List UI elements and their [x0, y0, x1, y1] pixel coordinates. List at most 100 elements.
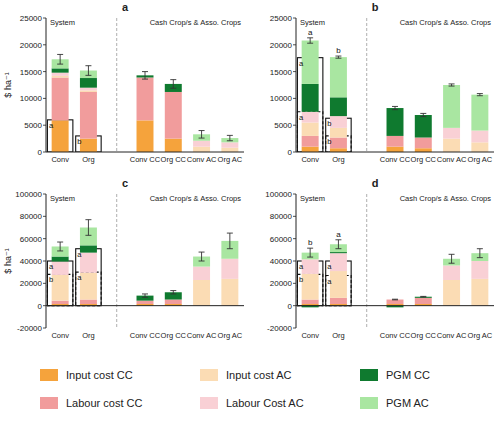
y-tick-label: 20000 [20, 279, 43, 288]
error-cap [307, 37, 313, 38]
panel: a$ ha⁻¹0500010000150002000025000abConvOr… [3, 1, 244, 164]
error-cap [199, 138, 205, 139]
bar-segment [193, 141, 210, 147]
error-stem [60, 242, 61, 251]
outline-letter: a [49, 262, 54, 271]
error-cap [449, 83, 455, 84]
legend-swatch [40, 369, 58, 381]
bar-segment [330, 271, 347, 298]
x-tick-label: Org CC [411, 331, 437, 340]
bar-segment [302, 274, 319, 300]
error-cap [392, 299, 398, 300]
x-tick-label: Conv [51, 155, 69, 164]
bar-segment [443, 85, 460, 128]
error-bar [57, 242, 63, 251]
error-stem [201, 252, 202, 261]
outline-bar [326, 136, 351, 152]
section-divider [366, 18, 367, 152]
y-axis [296, 194, 297, 328]
error-bar [420, 296, 426, 298]
legend-swatch [360, 369, 378, 381]
bar-segment [415, 297, 432, 298]
error-bar [392, 299, 398, 301]
error-bar [335, 56, 341, 58]
y-tick-label: 60000 [270, 235, 293, 244]
bar-segment [415, 115, 432, 138]
bar-segment [443, 139, 460, 152]
bar-segment [330, 253, 347, 271]
bar-segment [221, 148, 238, 152]
bar-segment [415, 297, 432, 298]
error-cap [57, 242, 63, 243]
bar-segment [80, 245, 97, 252]
section-label: Cash Crop/s & Asso. Crops [150, 194, 242, 203]
bar-segment [165, 300, 182, 304]
error-cap [199, 252, 205, 253]
bar-segment [387, 299, 404, 300]
panel: d-20000020000400006000080000100000aababa… [265, 177, 494, 340]
error-stem [173, 80, 174, 89]
bar-segment [471, 131, 488, 143]
significance-letter: a [336, 230, 341, 239]
error-cap [477, 93, 483, 94]
error-cap [170, 88, 176, 89]
error-cap [449, 254, 455, 255]
bar-segment [302, 300, 319, 304]
error-cap [142, 79, 148, 80]
error-cap [227, 140, 233, 141]
x-tick-label: Conv CC [380, 155, 411, 164]
legend-label: Input cost CC [66, 369, 133, 381]
error-bar [142, 294, 148, 297]
bar-segment [443, 280, 460, 306]
error-stem [145, 72, 146, 80]
error-stem [60, 54, 61, 64]
x-tick-label: Org AC [218, 331, 243, 340]
bar-segment [52, 73, 69, 76]
error-bar [85, 66, 91, 76]
error-cap [227, 233, 233, 234]
section-label: System [300, 18, 325, 27]
bar-segment [193, 147, 210, 152]
bar-segment [387, 108, 404, 136]
y-tick-label: 80000 [20, 212, 43, 221]
x-tick-label: Org [332, 331, 345, 340]
bar-segment [443, 128, 460, 139]
y-tick-label: 80000 [270, 212, 293, 221]
bar-segment [415, 297, 432, 298]
x-axis [46, 305, 244, 306]
x-tick-label: Org AC [468, 331, 493, 340]
outline-letter: b [327, 137, 331, 146]
bar-segment [80, 78, 97, 88]
bar-segment [387, 299, 404, 300]
bar-segment [52, 77, 69, 120]
y-tick-label: 10000 [20, 94, 43, 103]
plot-area [297, 38, 488, 152]
bar-segment [52, 301, 69, 304]
y-axis [296, 18, 297, 152]
bar-segment [52, 275, 69, 301]
error-cap [307, 257, 313, 258]
bar-segment [221, 279, 238, 306]
outline-letter: a [327, 277, 332, 286]
x-tick-label: Org CC [411, 155, 437, 164]
bar-segment [302, 84, 319, 112]
section-divider [366, 194, 367, 328]
y-axis [46, 194, 47, 328]
bar-segment [221, 259, 238, 279]
error-bar [392, 106, 398, 109]
outline-letter: b [299, 275, 303, 284]
error-stem [479, 249, 480, 258]
error-cap [307, 248, 313, 249]
x-tick-label: Conv AC [437, 331, 467, 340]
x-tick-label: Conv AC [187, 331, 217, 340]
legend: Input cost CCLabour cost CCInput cost AC… [40, 369, 430, 409]
x-tick-label: Conv AC [437, 155, 467, 164]
error-cap [57, 250, 63, 251]
section-label: System [50, 18, 75, 27]
error-cap [199, 261, 205, 262]
y-axis-label: $ ha⁻¹ [3, 72, 13, 97]
bar-segment [387, 136, 404, 147]
error-stem [88, 220, 89, 236]
plot-area [47, 54, 238, 152]
x-axis [296, 152, 494, 153]
